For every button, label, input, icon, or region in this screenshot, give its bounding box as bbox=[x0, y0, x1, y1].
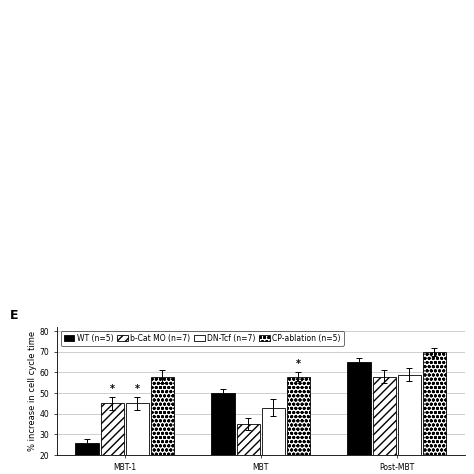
Bar bbox=[151, 377, 174, 474]
Text: *: * bbox=[109, 384, 115, 394]
Y-axis label: % increase in cell cycle time: % increase in cell cycle time bbox=[27, 331, 36, 451]
Bar bbox=[347, 362, 371, 474]
Bar bbox=[262, 408, 285, 474]
Text: *: * bbox=[296, 359, 301, 369]
Bar bbox=[211, 393, 235, 474]
Bar bbox=[398, 374, 421, 474]
Text: *: * bbox=[135, 384, 140, 394]
Bar bbox=[126, 403, 149, 474]
Legend: WT (n=5), b-Cat MO (n=7), DN-Tcf (n=7), CP-ablation (n=5): WT (n=5), b-Cat MO (n=7), DN-Tcf (n=7), … bbox=[61, 331, 344, 346]
Bar bbox=[100, 403, 124, 474]
Text: E: E bbox=[9, 310, 18, 322]
Bar bbox=[75, 443, 99, 474]
Bar bbox=[237, 424, 260, 474]
Bar bbox=[423, 352, 446, 474]
Bar bbox=[287, 377, 310, 474]
Bar bbox=[373, 377, 396, 474]
